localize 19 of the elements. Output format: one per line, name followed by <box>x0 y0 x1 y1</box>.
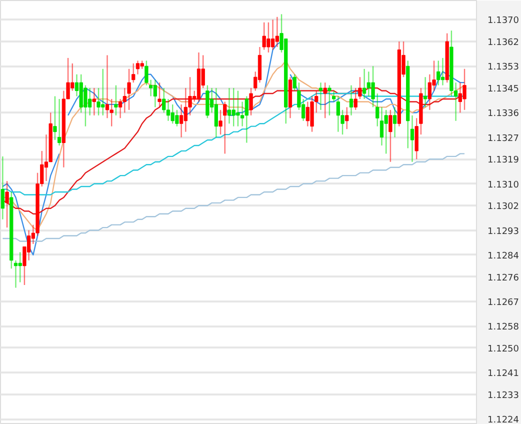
line-series <box>2 60 466 231</box>
y-tick-label: 1.1362 <box>488 38 519 48</box>
y-tick-label: 1.1258 <box>488 322 520 333</box>
y-tick-label: 1.1336 <box>488 109 520 120</box>
y-tick-label: 1.1250 <box>488 344 520 354</box>
y-tick-label: 1.1276 <box>488 273 520 284</box>
y-tick-label: 1.1353 <box>488 62 519 73</box>
y-tick-label: 1.1293 <box>488 226 519 237</box>
y-tick-label: 1.1370 <box>488 16 520 26</box>
y-tick-label: 1.1233 <box>488 390 519 401</box>
y-tick-label: 1.1267 <box>488 298 519 308</box>
y-tick-label: 1.1345 <box>488 84 519 95</box>
y-tick-label: 1.1310 <box>488 180 520 190</box>
y-tick-label: 1.1319 <box>488 156 520 166</box>
y-tick-label: 1.1284 <box>488 251 520 262</box>
y-tick-label: 1.1327 <box>488 134 519 144</box>
y-tick-label: 1.1241 <box>488 369 519 380</box>
y-tick-label: 1.1302 <box>488 202 519 212</box>
y-tick-label: 1.1224 <box>488 416 520 424</box>
